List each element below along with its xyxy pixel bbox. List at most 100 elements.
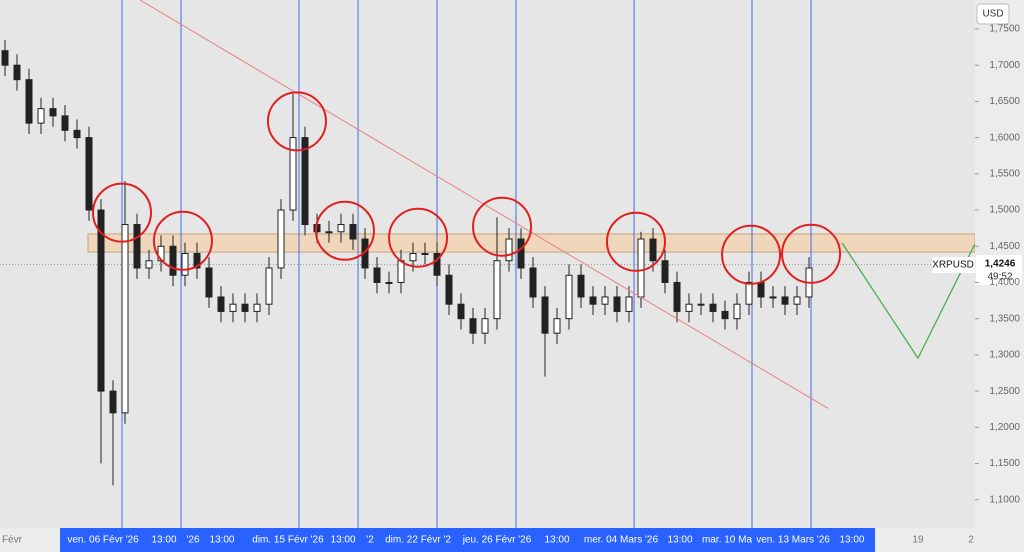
currency[interactable]: USD	[982, 9, 1003, 20]
highlight-circle	[721, 224, 782, 285]
highlight-circle	[266, 91, 327, 152]
candle-body	[661, 260, 669, 283]
time-range-highlight	[60, 528, 875, 552]
candle-body	[745, 281, 753, 305]
x-tick-label: 13:00	[331, 535, 356, 546]
x-tick-label: 19	[912, 535, 924, 546]
candle-body	[85, 137, 93, 211]
candle-body	[37, 108, 45, 124]
highlight-circle	[92, 182, 153, 243]
candle-body	[733, 303, 741, 320]
x-tick-label: 13:00	[667, 535, 692, 546]
candle-body	[121, 224, 129, 414]
highlight-circle	[781, 223, 842, 284]
candle-body	[649, 238, 657, 262]
resistance-zone	[87, 233, 975, 253]
candle-body	[757, 281, 765, 298]
highlight-circle	[605, 211, 666, 272]
candle-body	[721, 310, 729, 320]
y-tick-label: 1,4500	[989, 241, 1020, 252]
y-tick-label: 1,7000	[989, 60, 1020, 71]
candle-body	[325, 231, 333, 234]
x-tick-label: 13:00	[151, 535, 176, 546]
last-price-box	[976, 255, 1022, 285]
candle-body	[781, 296, 789, 305]
candle-body	[97, 209, 105, 392]
symbol-tag	[932, 257, 975, 273]
plot-area	[0, 0, 975, 528]
candle-body	[469, 318, 477, 334]
candle-body	[181, 252, 189, 276]
currency-button[interactable]	[976, 3, 1010, 25]
candle-body	[481, 318, 489, 334]
candle-body	[205, 267, 213, 298]
candle-body	[445, 274, 453, 305]
candle-body	[265, 267, 273, 305]
candle-body	[793, 296, 801, 305]
y-tick-label: 1,3000	[989, 350, 1020, 361]
candle-body	[541, 296, 549, 334]
candle-body	[433, 252, 441, 276]
candle-body	[13, 64, 21, 81]
candle-body	[457, 303, 465, 320]
candle-body	[493, 260, 501, 320]
y-tick-label: 1,5500	[989, 168, 1020, 179]
last-price: 1,4246	[985, 259, 1016, 270]
x-tick-label: ven. 13 Mars '26	[756, 535, 830, 546]
candle-body	[577, 274, 585, 298]
candle-body	[217, 296, 225, 312]
countdown: 49:52	[987, 272, 1012, 283]
candle-body	[73, 129, 81, 139]
candle-body	[229, 303, 237, 312]
candle-body	[697, 303, 705, 306]
candle-body	[565, 274, 573, 320]
candle-body	[673, 281, 681, 312]
x-tick-label: 13:00	[544, 535, 569, 546]
x-tick-label: dim. 22 Févr '2	[385, 535, 451, 546]
candle-body	[601, 296, 609, 305]
x-tick-label: '2	[366, 535, 374, 546]
y-tick-label: 1,7500	[989, 24, 1020, 35]
x-tick-label: mer. 04 Mars '26	[584, 535, 659, 546]
candle-body	[409, 252, 417, 262]
candle-body	[49, 108, 57, 117]
candle-body	[25, 79, 33, 124]
y-tick-label: 1,6000	[989, 132, 1020, 143]
x-tick-label: ven. 06 Févr '26	[67, 535, 139, 546]
candle-body	[637, 238, 645, 298]
candle-body	[349, 224, 357, 240]
x-tick-label: 2	[968, 535, 974, 546]
x-tick-label: mar. 10 Ma	[702, 535, 752, 546]
candle-body	[289, 137, 297, 211]
y-tick-label: 1,4000	[989, 277, 1020, 288]
candle-body	[337, 224, 345, 233]
candle-body	[301, 137, 309, 226]
candle-body	[625, 296, 633, 312]
y-tick-label: 1,2500	[989, 386, 1020, 397]
y-tick-label: 1,1500	[989, 458, 1020, 469]
y-tick-label: 1,5000	[989, 205, 1020, 216]
candle-body	[145, 260, 153, 269]
candle-body	[241, 303, 249, 312]
candle-body	[421, 252, 429, 255]
candle-body	[133, 224, 141, 269]
x-tick-label: '26	[187, 535, 200, 546]
candle-body	[61, 115, 69, 131]
highlight-circle	[314, 200, 375, 261]
candle-body	[529, 267, 537, 298]
y-tick-label: 1,6500	[989, 96, 1020, 107]
candle-body	[193, 252, 201, 269]
highlight-circle	[388, 207, 449, 268]
candle-body	[385, 281, 393, 284]
candle-body	[553, 318, 561, 334]
x-tick-label: 13:00	[209, 535, 234, 546]
highlight-circle	[152, 210, 213, 271]
x-tick-label: jeu. 26 Févr '26	[462, 535, 532, 546]
y-tick-label: 1,3500	[989, 313, 1020, 324]
candle-body	[277, 209, 285, 269]
y-tick-label: 1,1000	[989, 494, 1020, 505]
symbol: XRPUSD	[932, 260, 974, 271]
candle-body	[505, 238, 513, 262]
candle-body	[685, 303, 693, 312]
